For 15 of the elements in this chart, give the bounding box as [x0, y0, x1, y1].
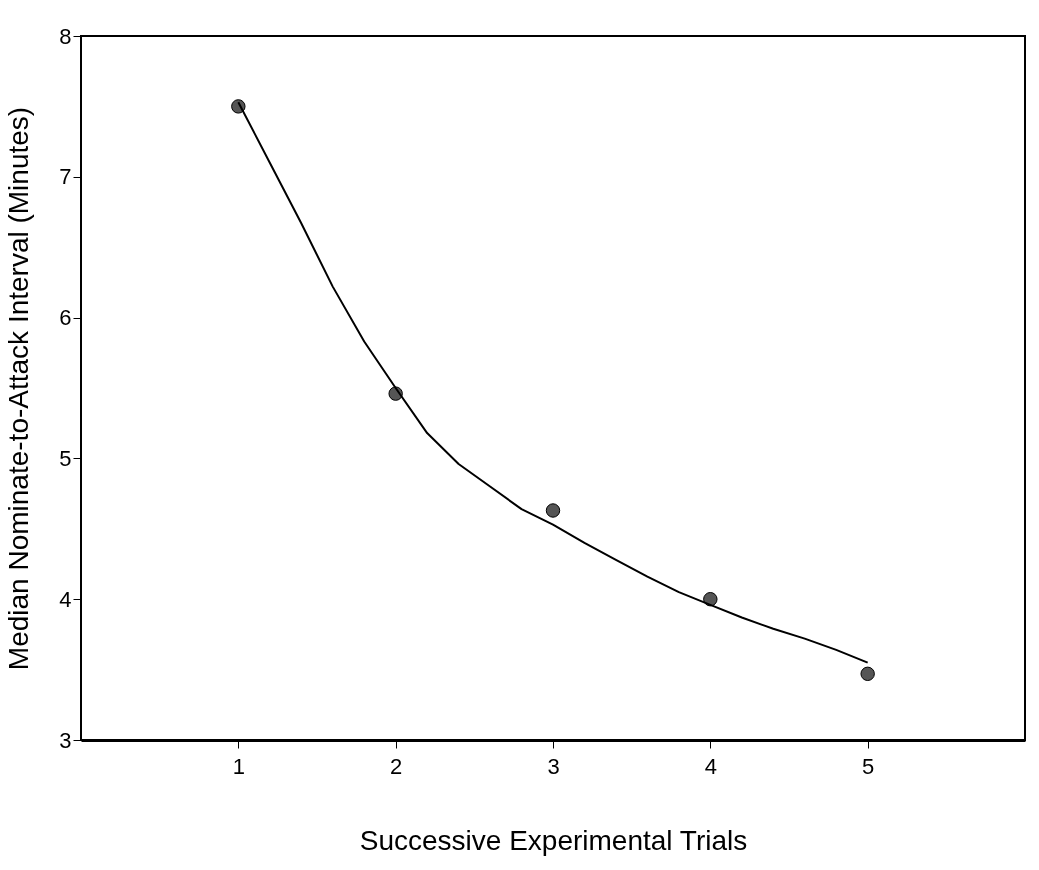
y-tick-label: 8 [59, 23, 72, 49]
y-tick-label: 6 [59, 305, 72, 331]
y-tick-label: 5 [59, 445, 72, 471]
y-tick-label: 4 [59, 586, 72, 612]
x-axis-title: Successive Experimental Trials [359, 824, 748, 856]
point [860, 666, 875, 682]
y-tick-label: 3 [59, 727, 72, 753]
point [545, 503, 561, 518]
x-tick-label: 4 [704, 753, 717, 779]
x-tick-label: 5 [862, 753, 875, 779]
y-tick-label: 7 [59, 164, 72, 190]
x-tick-label: 3 [547, 753, 560, 779]
y-axis-title: Median Nominate-to-Attack Interval (Minutes) [3, 106, 35, 671]
x-tick-label: 1 [232, 753, 245, 779]
x-tick-label: 2 [390, 753, 403, 779]
